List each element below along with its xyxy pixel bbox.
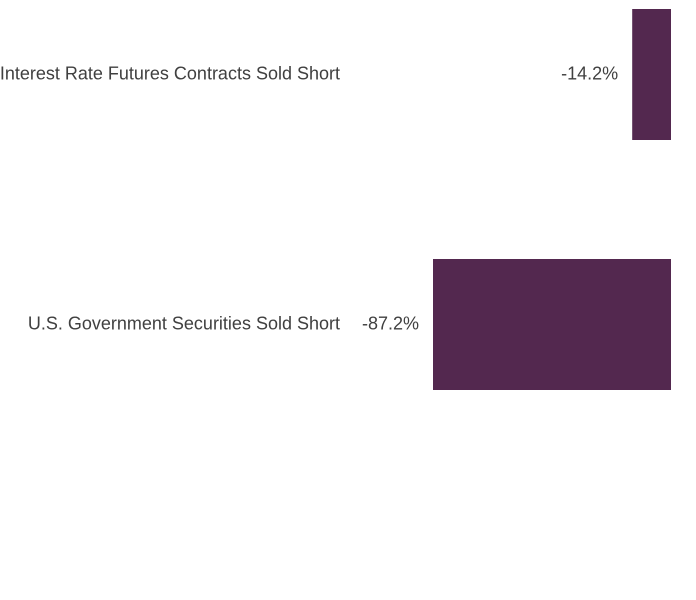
category-label-1: Interest Rate Futures Contracts Sold Sho…	[0, 63, 340, 83]
bar-1	[632, 9, 671, 140]
bar-2	[433, 259, 671, 390]
labels-layer: Interest Rate Futures Contracts Sold Sho…	[0, 63, 618, 333]
value-label-1: -14.2%	[561, 63, 618, 83]
value-label-2: -87.2%	[362, 313, 419, 333]
category-label-2: U.S. Government Securities Sold Short	[28, 313, 340, 333]
bars-layer	[433, 9, 671, 390]
